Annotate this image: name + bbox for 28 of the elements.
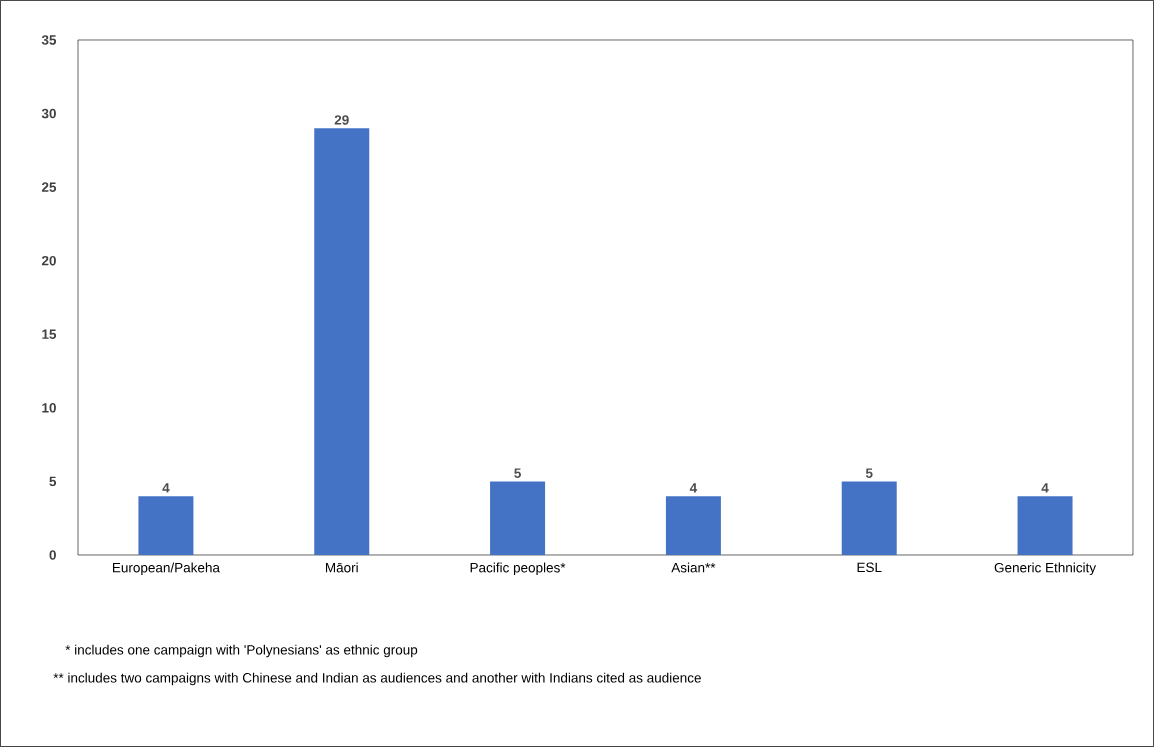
bar [490,481,546,555]
bar [138,496,194,555]
y-tick-label: 25 [41,182,57,192]
bar [665,496,721,555]
text: ** includes two campaigns with Chinese and Indian as audiences and another with Indians cited as audience [53,672,701,686]
text: * includes one campaign with 'Polynesians' as ethnic group [65,644,418,658]
y-tick-label: 20 [41,255,56,266]
x-tick-label: ESL [857,562,882,573]
bar [1017,496,1073,555]
data-label: 5 [514,468,521,478]
y-tick-label: 15 [42,329,57,339]
bar [314,128,370,555]
x-tick-label: Māori [325,562,358,573]
y-tick-label: 0 [49,550,56,560]
y-tick-label: 35 [41,35,57,45]
data-label: 29 [334,115,349,125]
x-tick-label: European/Pakeha [113,562,220,576]
y-tick-label: 10 [42,403,56,413]
data-label: 4 [1041,483,1049,493]
bar [841,481,897,555]
y-tick-label: 30 [41,108,56,119]
y-tick-label: 5 [49,476,57,487]
x-tick-label: Pacific peoples* [470,562,566,576]
x-tick-label: Asian** [671,562,716,573]
data-label: 4 [162,483,170,493]
x-tick-label: Generic Ethnicity [994,562,1097,576]
data-label: 5 [865,468,873,478]
data-label: 4 [689,483,698,493]
